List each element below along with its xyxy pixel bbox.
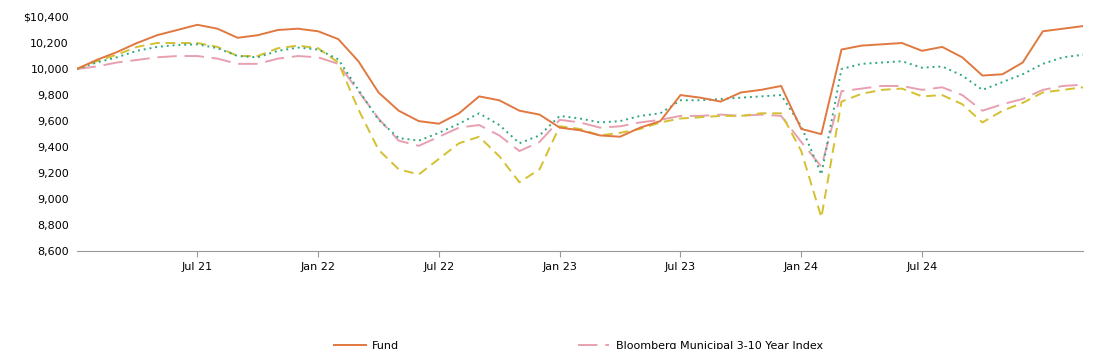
Legend: Fund, Bloomberg Municipal Bond Index, Bloomberg Municipal 3-10 Year Index, Bloom: Fund, Bloomberg Municipal Bond Index, Bl… (330, 336, 829, 349)
